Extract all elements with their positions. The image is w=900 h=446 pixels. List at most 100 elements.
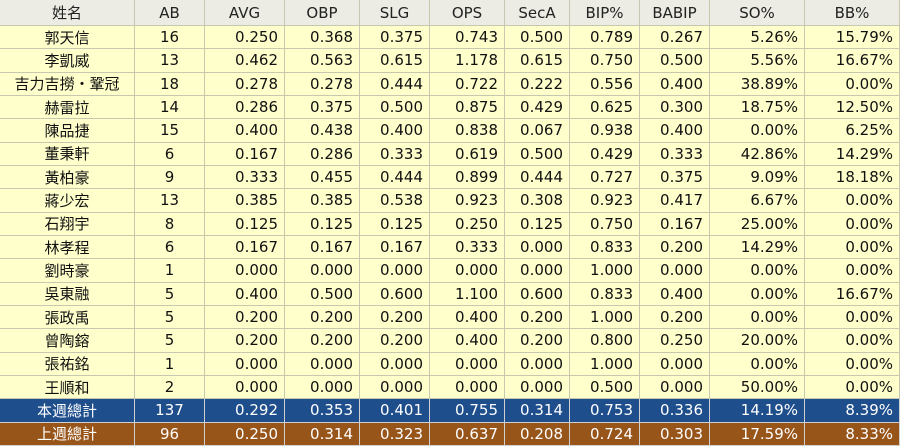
stat-cell: 1 — [135, 259, 205, 283]
column-header: BB% — [805, 0, 900, 26]
stat-cell: 0.833 — [570, 282, 640, 306]
stat-cell: 16 — [135, 26, 205, 50]
stat-cell: 1.178 — [430, 49, 505, 73]
column-header: SLG — [360, 0, 430, 26]
stat-cell: 0.125 — [285, 212, 360, 236]
player-name: 吉力吉撈・鞏冠 — [0, 72, 135, 96]
player-name: 李凱威 — [0, 49, 135, 73]
player-name: 張政禹 — [0, 305, 135, 330]
column-header: AVG — [205, 0, 285, 26]
stat-cell: 0.722 — [430, 72, 505, 96]
stat-cell: 0.286 — [285, 142, 360, 166]
stat-cell: 0.125 — [360, 212, 430, 236]
total-label: 上週總計 — [0, 422, 135, 446]
stat-cell: 0.000 — [285, 352, 360, 376]
stat-cell: 0.00% — [805, 375, 900, 400]
stat-cell: 0.000 — [205, 259, 285, 283]
total-cell: 14.19% — [710, 399, 805, 423]
column-header: OBP — [285, 0, 360, 26]
stat-cell: 0.000 — [640, 375, 710, 400]
stat-cell: 0.167 — [640, 212, 710, 236]
total-cell: 17.59% — [710, 422, 805, 446]
stat-cell: 0.200 — [640, 305, 710, 330]
stat-cell: 18.75% — [710, 95, 805, 120]
stat-cell: 0.00% — [710, 282, 805, 306]
player-name: 陳品捷 — [0, 119, 135, 143]
total-cell: 0.250 — [205, 422, 285, 446]
total-cell: 8.39% — [805, 399, 900, 423]
stat-cell: 0.000 — [285, 259, 360, 283]
stat-cell: 0.333 — [360, 142, 430, 166]
player-name: 林孝程 — [0, 235, 135, 260]
stat-cell: 0.333 — [640, 142, 710, 166]
stat-cell: 0.00% — [710, 352, 805, 376]
stat-cell: 0.727 — [570, 165, 640, 190]
stat-cell: 0.200 — [505, 329, 570, 353]
stat-cell: 0.400 — [205, 119, 285, 143]
stat-cell: 0.600 — [505, 282, 570, 306]
stat-cell: 18.18% — [805, 165, 900, 190]
stat-cell: 0.000 — [360, 375, 430, 400]
stat-cell: 6.25% — [805, 119, 900, 143]
stat-cell: 0.833 — [570, 235, 640, 260]
total-cell: 0.208 — [505, 422, 570, 446]
stat-cell: 0.000 — [205, 352, 285, 376]
stat-cell: 0.615 — [360, 49, 430, 73]
stat-cell: 0.000 — [430, 352, 505, 376]
stat-cell: 0.000 — [430, 259, 505, 283]
stat-cell: 0.000 — [505, 375, 570, 400]
stat-cell: 0.923 — [430, 189, 505, 213]
stat-cell: 18 — [135, 72, 205, 96]
stat-cell: 0.455 — [285, 165, 360, 190]
stat-cell: 0.000 — [505, 352, 570, 376]
total-cell: 0.323 — [360, 422, 430, 446]
stat-cell: 6 — [135, 142, 205, 166]
total-cell: 0.753 — [570, 399, 640, 423]
column-header: SO% — [710, 0, 805, 26]
stat-cell: 0.375 — [285, 95, 360, 120]
stat-cell: 9 — [135, 165, 205, 190]
stat-cell: 0.400 — [640, 282, 710, 306]
column-header: 姓名 — [0, 0, 135, 26]
stat-cell: 0.167 — [205, 142, 285, 166]
stat-cell: 0.000 — [205, 375, 285, 400]
stat-cell: 14.29% — [805, 142, 900, 166]
stat-cell: 0.00% — [805, 329, 900, 353]
stat-cell: 0.000 — [505, 259, 570, 283]
stat-cell: 0.538 — [360, 189, 430, 213]
stat-cell: 0.300 — [640, 95, 710, 120]
stat-cell: 0.125 — [505, 212, 570, 236]
total-cell: 0.314 — [505, 399, 570, 423]
player-name: 張祐銘 — [0, 352, 135, 376]
stat-cell: 0.375 — [360, 26, 430, 50]
stat-cell: 0.333 — [205, 165, 285, 190]
total-cell: 96 — [135, 422, 205, 446]
column-header: SecA — [505, 0, 570, 26]
total-cell: 137 — [135, 399, 205, 423]
stat-cell: 0.899 — [430, 165, 505, 190]
stat-cell: 0.500 — [640, 49, 710, 73]
column-header: AB — [135, 0, 205, 26]
stat-cell: 8 — [135, 212, 205, 236]
total-cell: 8.33% — [805, 422, 900, 446]
stat-cell: 0.222 — [505, 72, 570, 96]
stat-cell: 0.278 — [205, 72, 285, 96]
stat-cell: 0.000 — [285, 375, 360, 400]
column-header: BABIP — [640, 0, 710, 26]
stat-cell: 0.286 — [205, 95, 285, 120]
stat-cell: 0.00% — [710, 119, 805, 143]
stat-cell: 42.86% — [710, 142, 805, 166]
stat-cell: 0.333 — [430, 235, 505, 260]
stat-cell: 0.000 — [640, 352, 710, 376]
total-cell: 0.303 — [640, 422, 710, 446]
stat-cell: 5 — [135, 282, 205, 306]
stat-cell: 0.200 — [360, 305, 430, 330]
stat-cell: 0.556 — [570, 72, 640, 96]
stat-cell: 0.200 — [205, 329, 285, 353]
stat-cell: 0.067 — [505, 119, 570, 143]
stat-cell: 1.000 — [570, 352, 640, 376]
stat-cell: 0.462 — [205, 49, 285, 73]
stat-cell: 16.67% — [805, 282, 900, 306]
stat-cell: 1.000 — [570, 305, 640, 330]
